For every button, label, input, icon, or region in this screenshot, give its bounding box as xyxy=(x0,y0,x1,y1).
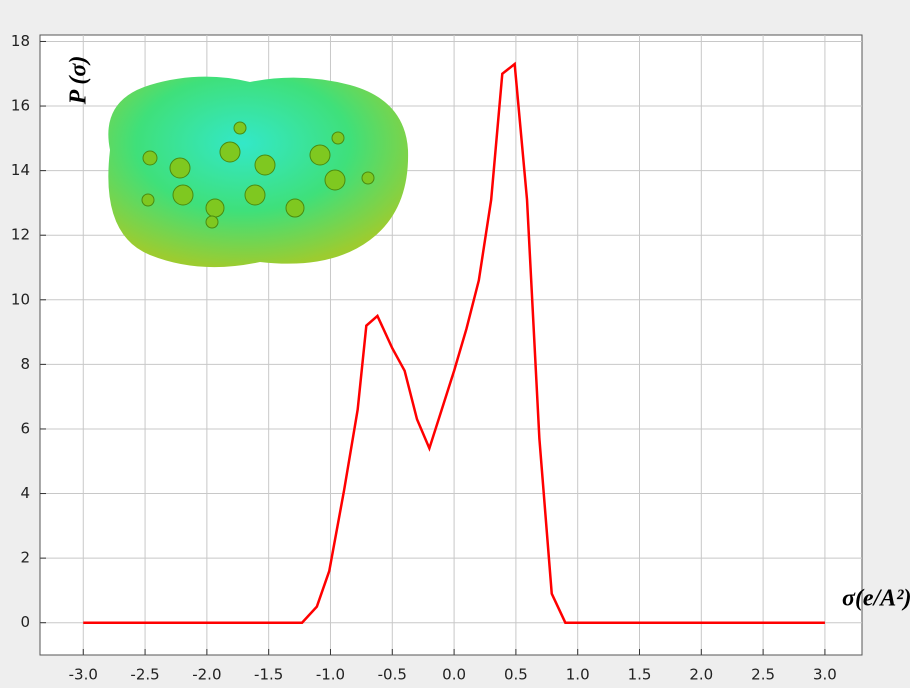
x-tick-label: -2.0 xyxy=(192,666,221,684)
x-tick-label: 2.0 xyxy=(689,666,713,684)
x-tick-label: -3.0 xyxy=(69,666,98,684)
x-tick-label: 3.0 xyxy=(813,666,837,684)
x-tick-label: 1.0 xyxy=(566,666,590,684)
y-axis-label: P (σ) xyxy=(66,56,92,106)
x-tick-label: -0.5 xyxy=(378,666,407,684)
y-tick-label: 8 xyxy=(20,355,30,373)
y-tick-label: 16 xyxy=(11,97,30,115)
y-tick-label: 4 xyxy=(20,484,30,502)
x-tick-label: 2.5 xyxy=(751,666,775,684)
y-tick-label: 2 xyxy=(20,549,30,567)
x-tick-label: -1.5 xyxy=(254,666,283,684)
y-tick-label: 18 xyxy=(11,32,30,50)
x-tick-label: -2.5 xyxy=(130,666,159,684)
chart: P (σ) σ(e/A²) 0 2 4 6 8 10 12 14 16 18 -3.0 -2.5 -2.… xyxy=(0,0,910,688)
y-tick-label: 14 xyxy=(11,161,30,179)
x-axis-label: σ(e/A²) xyxy=(842,586,910,612)
molecule-inset xyxy=(108,77,408,267)
x-tick-label: 1.5 xyxy=(628,666,652,684)
x-tick-label: 0.0 xyxy=(442,666,466,684)
x-tick-label: 0.5 xyxy=(504,666,528,684)
x-tick-label: -1.0 xyxy=(316,666,345,684)
y-tick-label: 12 xyxy=(11,226,30,244)
y-tick-label: 10 xyxy=(11,290,30,308)
y-tick-label: 6 xyxy=(20,419,30,437)
y-tick-label: 0 xyxy=(20,613,30,631)
